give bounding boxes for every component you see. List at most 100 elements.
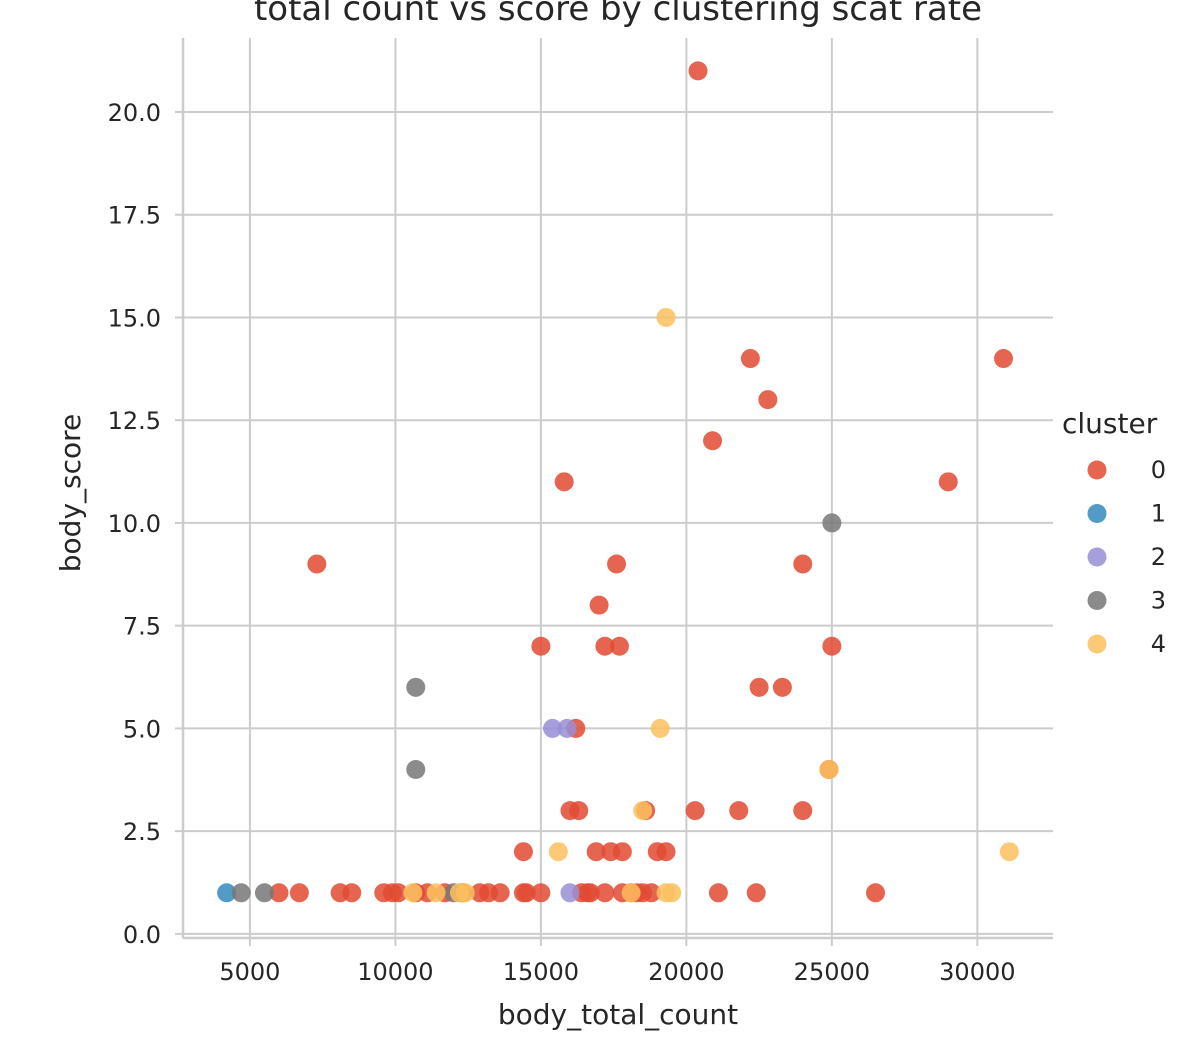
data-points [217, 61, 1019, 903]
series-cluster-4 [403, 307, 1019, 903]
legend-title: cluster [1062, 407, 1158, 440]
data-point [455, 883, 475, 903]
data-point [688, 61, 708, 81]
data-point [531, 883, 551, 903]
data-point [580, 883, 600, 903]
data-point [595, 636, 615, 656]
data-point [388, 883, 408, 903]
data-point [513, 842, 533, 862]
data-point [569, 801, 589, 821]
x-tick-label: 10000 [357, 958, 433, 986]
data-point [548, 842, 568, 862]
legend-item-3: 3 [1087, 587, 1166, 615]
data-point [289, 883, 309, 903]
data-point [999, 842, 1019, 862]
y-tick-label: 7.5 [123, 613, 161, 641]
legend-label: 4 [1151, 630, 1166, 658]
data-point [607, 554, 627, 574]
data-point [307, 554, 327, 574]
y-tick-label: 10.0 [108, 510, 161, 538]
data-point [772, 677, 792, 697]
data-point [703, 431, 723, 451]
legend-marker [1087, 634, 1107, 654]
data-point [749, 677, 769, 697]
data-point [217, 883, 237, 903]
grid [183, 38, 1053, 938]
data-point [641, 883, 661, 903]
data-point [490, 883, 510, 903]
data-point [758, 390, 778, 410]
x-tick-label: 25000 [794, 958, 870, 986]
legend-item-2: 2 [1087, 543, 1166, 571]
legend-marker [1087, 504, 1107, 523]
data-point [656, 307, 676, 327]
data-point [662, 883, 682, 903]
y-tick-label: 20.0 [108, 99, 161, 127]
data-point [406, 760, 426, 780]
legend-marker [1087, 591, 1107, 610]
data-point [609, 636, 629, 656]
data-point [531, 636, 551, 656]
data-point [403, 883, 423, 903]
legend-item-1: 1 [1087, 500, 1166, 528]
data-point [589, 595, 609, 615]
data-point [342, 883, 362, 903]
data-point [793, 801, 813, 821]
legend-label: 1 [1151, 500, 1166, 528]
data-point [685, 801, 705, 821]
data-point [793, 554, 813, 574]
x-axis-label: body_total_count [498, 998, 738, 1031]
legend-label: 3 [1151, 587, 1166, 615]
data-point [819, 760, 839, 780]
data-point [595, 883, 615, 903]
data-point [560, 883, 580, 903]
y-axis-label: body_score [54, 414, 87, 572]
data-point [866, 883, 886, 903]
data-point [406, 677, 426, 697]
data-point [621, 883, 641, 903]
data-point [543, 718, 563, 738]
data-point [269, 883, 289, 903]
axis-ticks: 5000 10000 15000 20000 25000 30000 0.0 2.5 5.0 7.… [108, 99, 1016, 986]
data-point [426, 883, 446, 903]
data-point [822, 636, 842, 656]
x-tick-label: 20000 [648, 958, 724, 986]
x-tick-label: 15000 [503, 958, 579, 986]
data-point [656, 842, 676, 862]
data-point [822, 513, 842, 533]
chart-title: total count vs score by clustering scat … [254, 0, 982, 29]
legend-item-4: 4 [1087, 630, 1166, 658]
data-point [554, 472, 574, 492]
data-point [994, 349, 1014, 369]
data-point [516, 883, 536, 903]
y-tick-label: 12.5 [108, 407, 161, 435]
data-point [586, 842, 606, 862]
x-tick-label: 30000 [939, 958, 1015, 986]
y-tick-label: 17.5 [108, 202, 161, 230]
y-tick-label: 0.0 [123, 921, 161, 949]
data-point [231, 883, 251, 903]
series-cluster-0 [269, 61, 1014, 903]
legend: cluster 0 1 2 3 4 [1062, 407, 1166, 658]
x-tick-label: 5000 [219, 958, 280, 986]
data-point [740, 349, 760, 369]
data-point [254, 883, 274, 903]
data-point [650, 718, 670, 738]
legend-item-0: 0 [1087, 456, 1166, 484]
legend-label: 2 [1151, 543, 1166, 571]
data-point [708, 883, 728, 903]
series-cluster-2 [543, 718, 580, 903]
data-point [938, 472, 958, 492]
y-tick-label: 5.0 [123, 715, 161, 743]
data-point [612, 842, 632, 862]
legend-marker [1087, 547, 1107, 567]
data-point [633, 801, 653, 821]
legend-label: 0 [1151, 456, 1166, 484]
series-cluster-3 [231, 513, 842, 903]
legend-marker [1087, 460, 1107, 480]
y-tick-label: 2.5 [123, 818, 161, 846]
data-point [557, 718, 577, 738]
data-point [746, 883, 766, 903]
y-tick-label: 15.0 [108, 304, 161, 332]
